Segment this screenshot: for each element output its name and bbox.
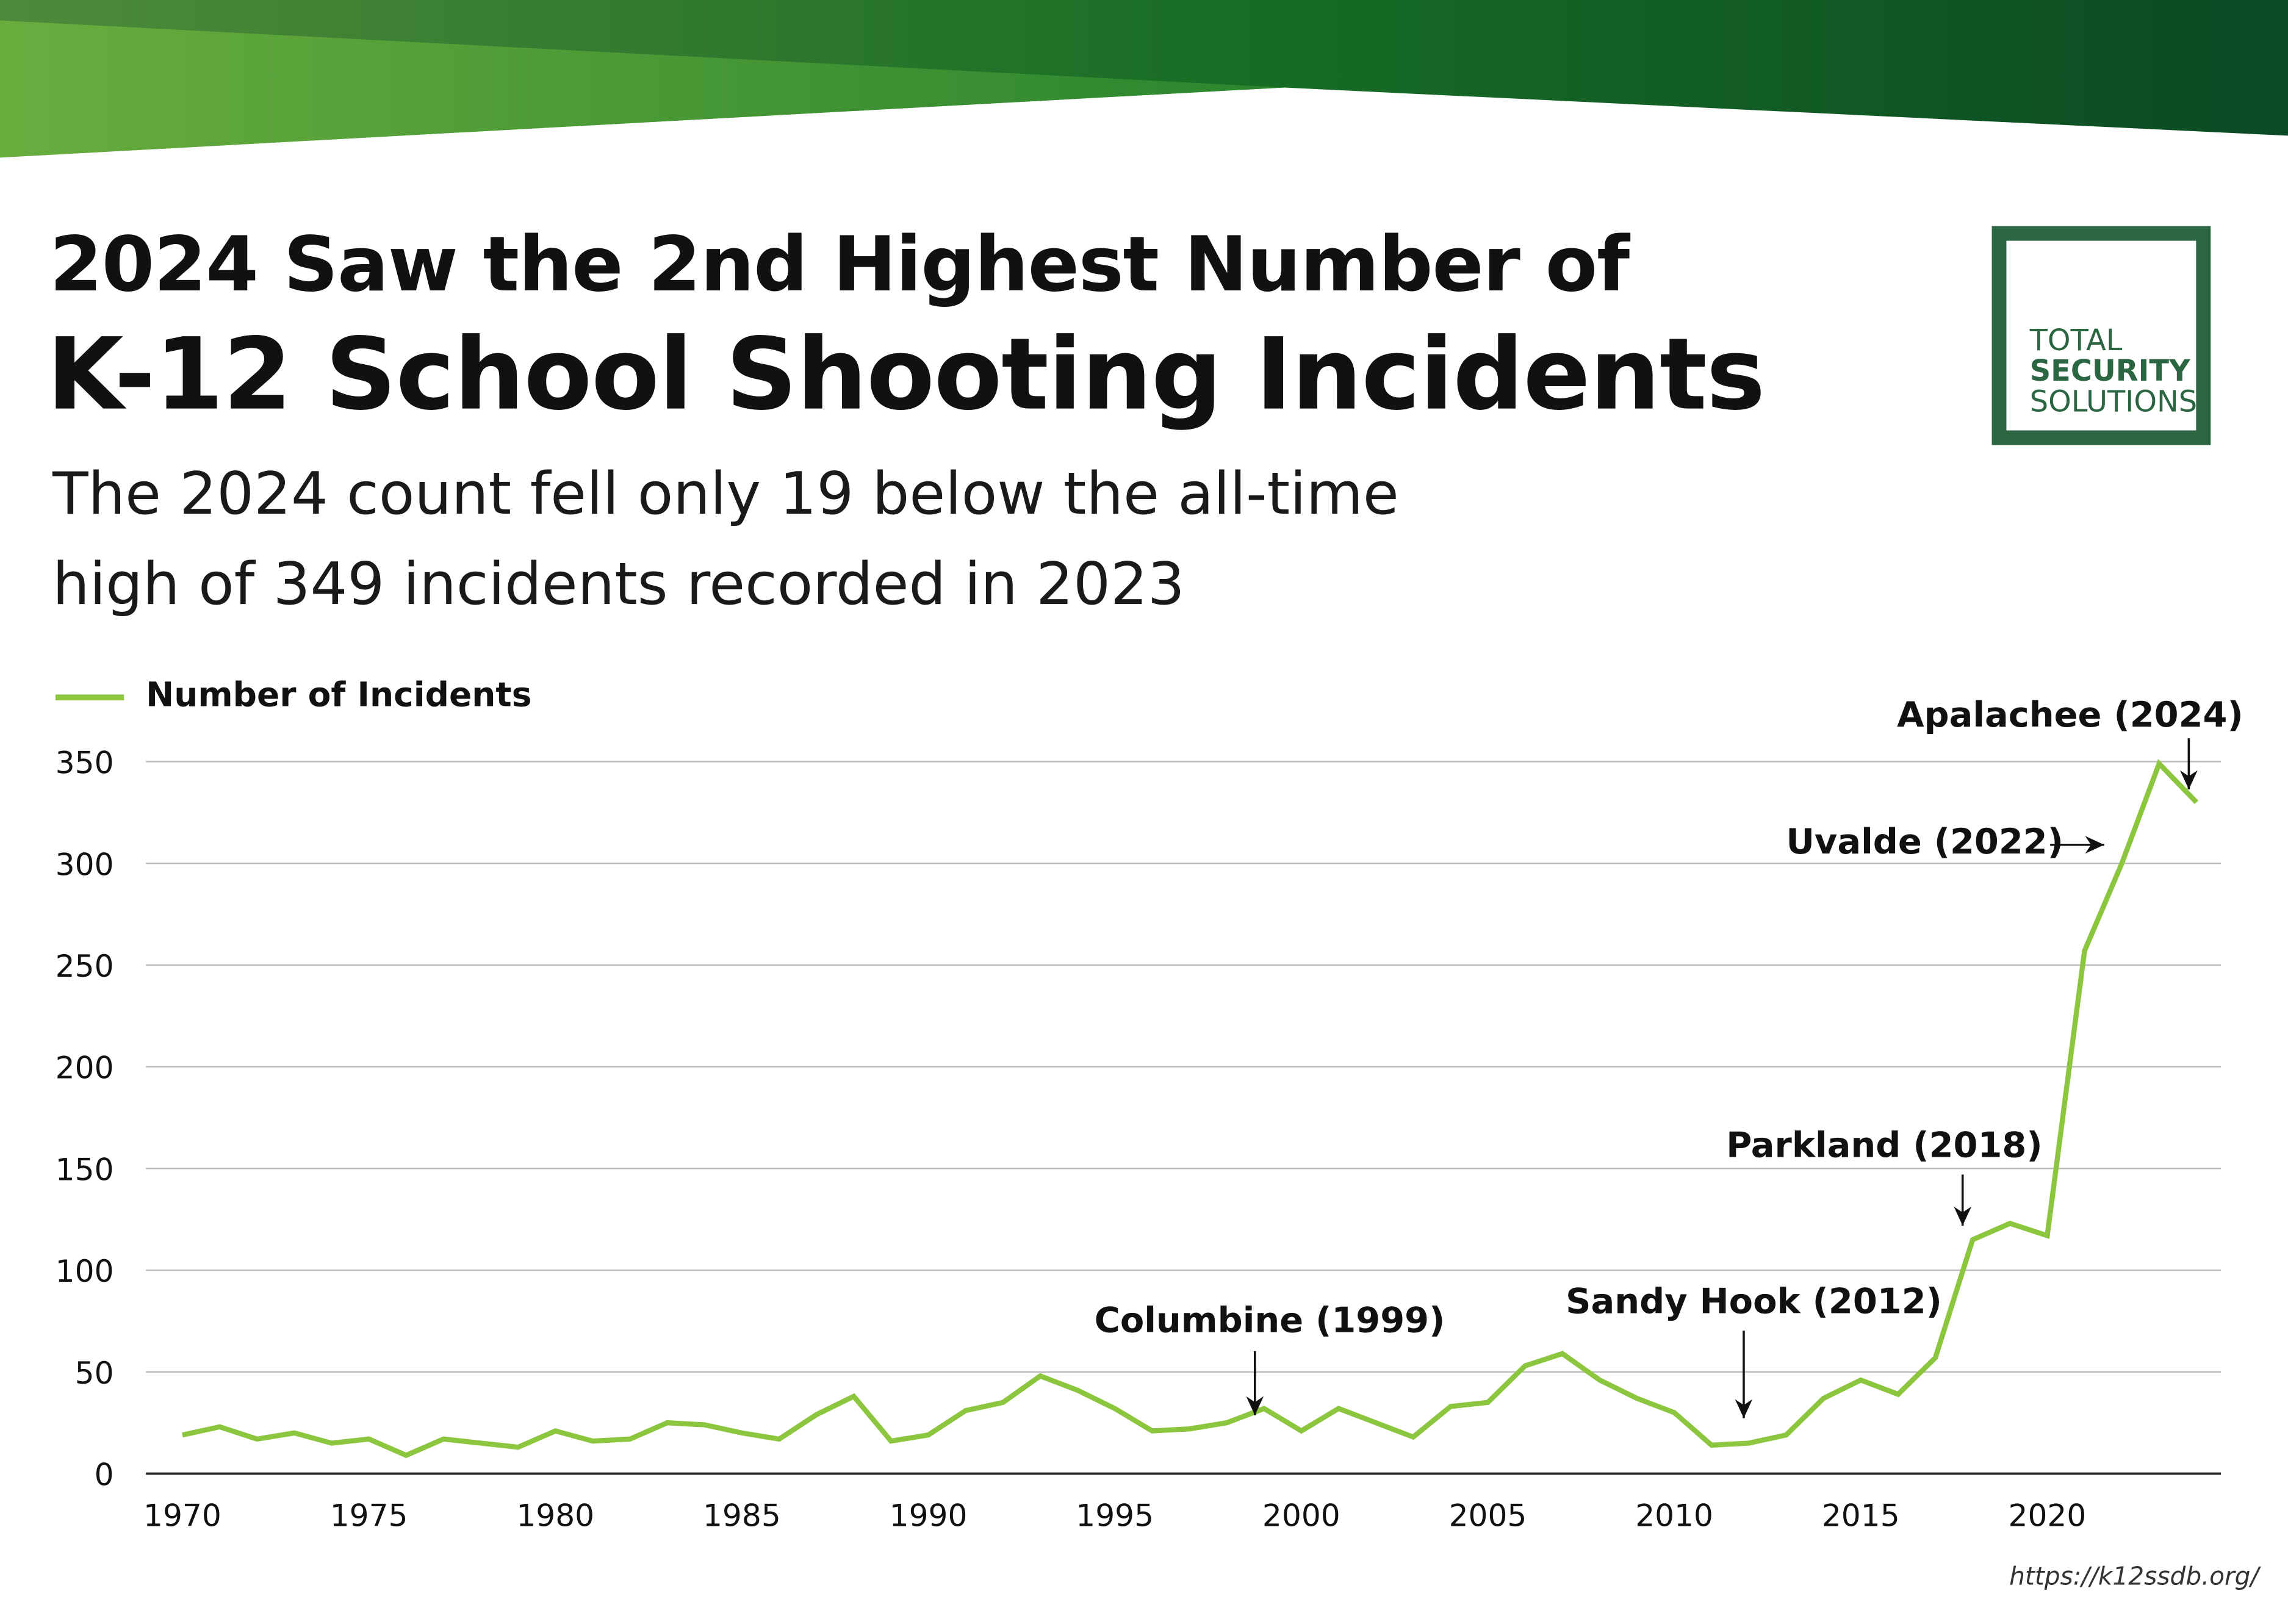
- header-banner: [0, 0, 2288, 158]
- y-tick-label: 150: [56, 1151, 114, 1187]
- series-line-incidents: [182, 759, 2198, 1459]
- y-tick-label: 350: [56, 745, 114, 781]
- y-tick-label: 300: [56, 846, 114, 882]
- y-tick-label: 100: [56, 1253, 114, 1289]
- arrow-apalachee-head: [2180, 770, 2198, 789]
- subtitle-line-1: The 2024 count fell only 19 below the al…: [52, 461, 1399, 528]
- annotation-columbine: Columbine (1999): [1094, 1299, 1445, 1341]
- x-tick-label: 1985: [703, 1498, 781, 1534]
- y-tick-label: 250: [56, 948, 114, 984]
- x-tick-label: 2005: [1449, 1498, 1527, 1534]
- source-link[interactable]: https://k12ssdb.org/: [2009, 1562, 2259, 1592]
- arrow-columbine-head: [1246, 1396, 1264, 1415]
- legend-label: Number of Incidents: [146, 677, 532, 715]
- logo: TOTAL SECURITY SOLUTIONS: [1991, 226, 2211, 445]
- x-tick-label: 2010: [1635, 1498, 1713, 1534]
- logo-text-3: SOLUTIONS: [2029, 383, 2198, 419]
- y-tick-label: 50: [75, 1355, 114, 1391]
- subtitle-line-2: high of 349 incidents recorded in 2023: [52, 552, 1185, 619]
- y-tick-label: 200: [56, 1050, 114, 1086]
- annotation-parkland: Parkland (2018): [1726, 1124, 2043, 1166]
- legend-swatch: [55, 694, 124, 700]
- annotation-apalachee: Apalachee (2024): [1897, 694, 2243, 736]
- x-tick-label: 2015: [1822, 1498, 1900, 1534]
- x-tick-label: 1990: [890, 1498, 968, 1534]
- arrow-uvalde-head: [2085, 836, 2104, 854]
- x-tick-label: 1970: [143, 1498, 221, 1534]
- x-tick-label: 1980: [516, 1498, 594, 1534]
- title-line-1: 2024 Saw the 2nd Highest Number of: [49, 221, 1630, 310]
- y-tick-label: 0: [95, 1457, 114, 1493]
- arrow-parkland-head: [1954, 1206, 1972, 1226]
- arrow-sandy-hook-head: [1735, 1399, 1753, 1418]
- logo-text-2: SECURITY: [2029, 353, 2190, 389]
- x-tick-label: 2020: [2009, 1498, 2087, 1534]
- annotation-uvalde: Uvalde (2022): [1786, 821, 2063, 863]
- x-tick-label: 1995: [1076, 1498, 1154, 1534]
- x-tick-label: 2000: [1262, 1498, 1340, 1534]
- title-line-2: K-12 School Shooting Incidents: [46, 318, 1766, 434]
- annotation-sandy-hook: Sandy Hook (2012): [1566, 1281, 1942, 1322]
- logo-text-1: TOTAL: [2029, 322, 2123, 357]
- x-tick-label: 1975: [330, 1498, 408, 1534]
